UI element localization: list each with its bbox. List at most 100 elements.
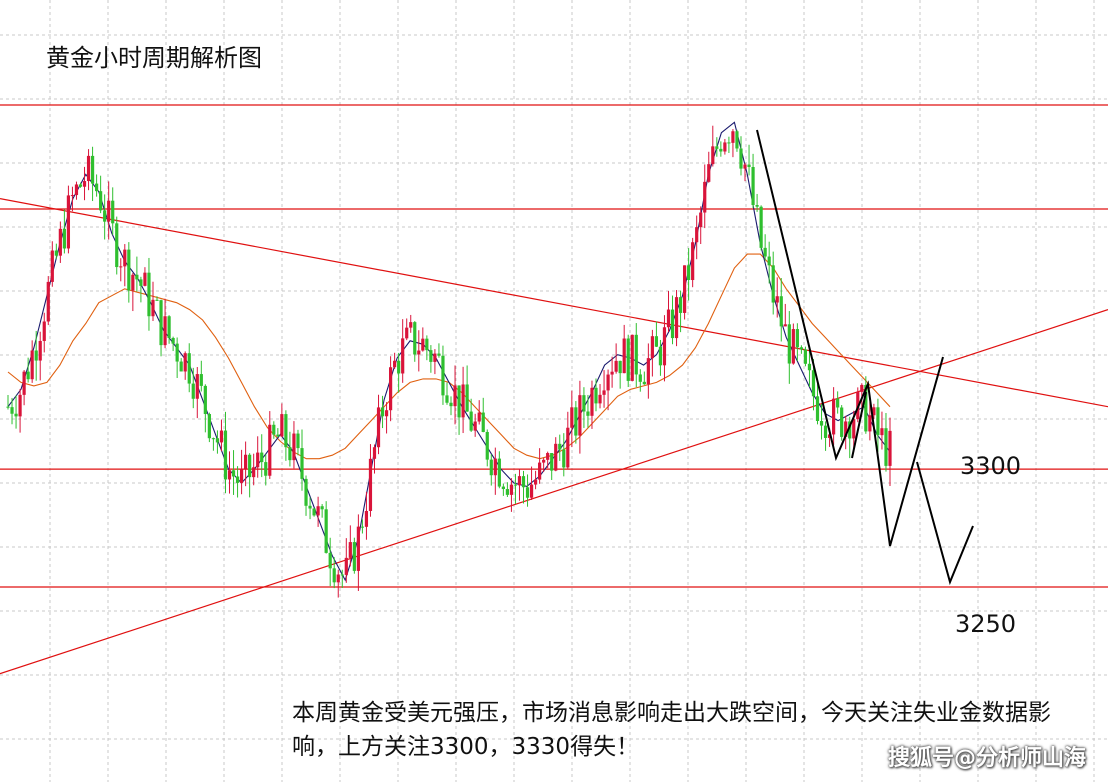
candle-down — [99, 191, 103, 211]
candle-up — [74, 184, 79, 196]
candle-down — [441, 355, 445, 396]
candle-down — [264, 462, 268, 476]
chart-title: 黄金小时周期解析图 — [46, 44, 262, 72]
candle-up — [860, 384, 864, 392]
candle-down — [360, 526, 365, 528]
candle-down — [642, 381, 646, 385]
candle-down — [340, 574, 344, 576]
candle-up — [493, 458, 497, 476]
candle-up — [344, 557, 348, 575]
candle-up — [872, 407, 876, 416]
candle-down — [799, 347, 803, 350]
candle-up — [477, 412, 481, 422]
candle-down — [34, 350, 38, 361]
projection-line — [756, 129, 944, 547]
candle-up — [630, 334, 634, 381]
candle-down — [485, 431, 489, 460]
candle-up — [356, 526, 360, 571]
candle-down — [525, 487, 530, 498]
candle-down — [304, 478, 308, 506]
source-watermark: 搜狐号@分析师山海 — [887, 746, 1086, 771]
candle-down — [558, 443, 562, 450]
candle-down — [272, 424, 276, 435]
candle-up — [614, 360, 618, 372]
candle-up — [30, 350, 34, 380]
candle-up — [868, 415, 872, 432]
candle-up — [703, 181, 707, 213]
projection-segment — [851, 391, 867, 459]
candle-up — [453, 385, 457, 407]
candle-down — [260, 452, 264, 463]
candle-down — [235, 476, 240, 483]
candle-down — [332, 568, 336, 583]
candle-up — [542, 459, 546, 463]
candle-up — [384, 410, 389, 417]
candle-up — [66, 195, 71, 249]
candle-down — [582, 395, 586, 412]
candle-down — [795, 329, 799, 348]
candle-up — [316, 506, 320, 516]
candle-up — [695, 227, 699, 243]
candle-down — [489, 459, 493, 476]
candle-up — [517, 476, 522, 486]
candle-down — [819, 421, 824, 426]
projection-line-lower — [916, 461, 974, 586]
candle-down — [179, 361, 183, 372]
candle-down — [457, 385, 461, 418]
candle-down — [203, 385, 207, 415]
candle-up — [348, 542, 352, 558]
candle-down — [103, 210, 107, 222]
candle-up — [376, 407, 381, 448]
candle-down — [135, 274, 139, 280]
candle-down — [836, 398, 840, 408]
candle-down — [147, 272, 151, 317]
moving-averages — [7, 121, 891, 582]
candle-up — [880, 428, 884, 436]
trendlines — [0, 198, 1108, 675]
candle-down — [413, 322, 417, 355]
trendline-ascending-support — [0, 309, 1108, 675]
candle-up — [401, 338, 405, 374]
candle-down — [876, 407, 880, 436]
candle-down — [155, 299, 159, 301]
candle-down — [231, 470, 236, 477]
candle-up — [292, 433, 296, 461]
candle-down — [175, 343, 179, 362]
candle-up — [22, 371, 26, 395]
candle-up — [252, 467, 256, 478]
candle-up — [46, 281, 50, 322]
candle-up — [372, 447, 377, 459]
candle-up — [529, 484, 534, 498]
candle-down — [187, 353, 191, 384]
level-label-3300: 3300 — [960, 452, 1022, 480]
candle-up — [82, 181, 87, 187]
candle-down — [670, 309, 675, 339]
candle-down — [739, 148, 743, 169]
candle-down — [747, 164, 751, 168]
candle-down — [719, 148, 723, 152]
candle-up — [832, 398, 836, 435]
candle-down — [127, 249, 131, 291]
candle-down — [211, 438, 215, 440]
candle-up — [86, 155, 91, 182]
candle-down — [288, 447, 292, 461]
candle-up — [473, 421, 477, 431]
candle-up — [546, 453, 550, 460]
candle-up — [650, 336, 654, 359]
candle-down — [6, 406, 10, 408]
candle-up — [691, 242, 695, 281]
candle-up — [783, 324, 787, 327]
candle-down — [586, 411, 590, 416]
candle-up — [674, 297, 679, 339]
level-label-3250: 3250 — [955, 610, 1017, 638]
candle-down — [687, 265, 691, 281]
candle-up — [533, 479, 538, 485]
candle-up — [610, 371, 614, 375]
candle-down — [884, 428, 888, 466]
candle-down — [638, 374, 642, 382]
candle-up — [409, 322, 413, 328]
candle-up — [183, 353, 187, 372]
candle-down — [115, 223, 119, 268]
analysis-note: 本周黄金受美元强压，市场消息影响走出大跌空间，今天关注失业金数据影响，上方关注3… — [292, 700, 1051, 760]
